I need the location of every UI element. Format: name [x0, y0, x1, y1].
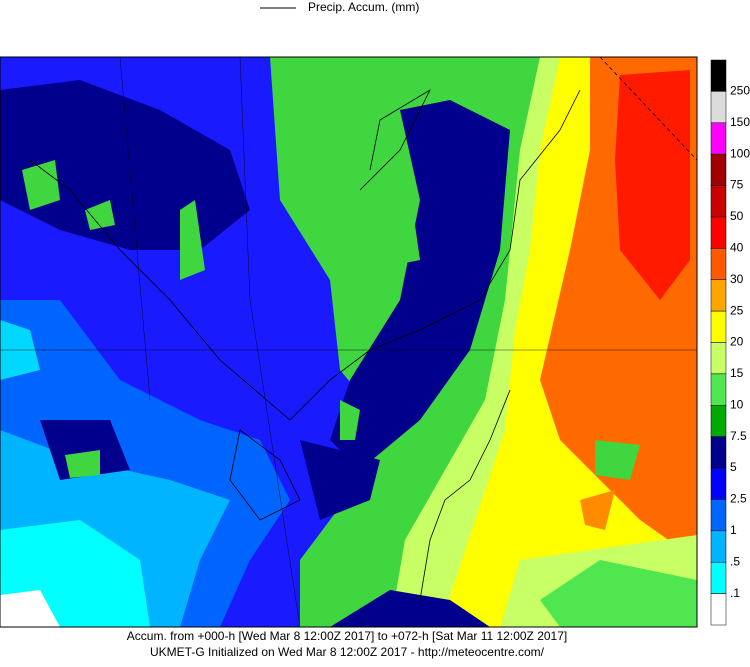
colorbar-label: 50 [730, 209, 744, 223]
border [0, 57, 697, 627]
colorbar-swatch [710, 436, 727, 469]
colorbar-swatch [710, 373, 727, 406]
map [0, 57, 697, 627]
colorbar-swatch [710, 342, 727, 375]
colorbar-swatch [710, 593, 727, 626]
colorbar-label: 1 [730, 523, 737, 537]
colorbar-label: 15 [730, 366, 744, 380]
colorbar-swatch [710, 561, 727, 594]
region [330, 100, 510, 470]
colorbar-swatch [710, 248, 727, 280]
region [22, 160, 60, 210]
coastline [359, 88, 431, 191]
region [65, 450, 100, 478]
coastline [29, 89, 581, 421]
colorbar-swatch [710, 467, 727, 500]
colorbar-label: 10 [730, 397, 744, 411]
region [580, 490, 615, 530]
colorbar-label: 100 [730, 146, 750, 160]
region [310, 110, 420, 270]
colorbar-swatch [710, 185, 727, 218]
legend-label: Precip. Accum. (mm) [308, 0, 419, 14]
colorbar-label: 250 [730, 84, 750, 98]
coastlines [0, 57, 697, 627]
region [540, 560, 697, 627]
region [330, 590, 490, 627]
coastline [419, 389, 511, 601]
colorbar-label: 150 [730, 115, 750, 129]
colorbar-swatch [710, 91, 727, 124]
colorbar-label: .5 [730, 554, 740, 568]
colorbar-label: 40 [730, 241, 744, 255]
region [595, 440, 640, 480]
colorbar: 250 150 100 75 50 40 30 25 20 15 10 7.5 5 2.5 1 .5 .1 [710, 59, 750, 626]
colorbar-swatch [710, 122, 727, 155]
colorbar-label: .1 [730, 586, 740, 600]
colorbar-swatch [710, 216, 727, 249]
region [85, 200, 115, 230]
footer-line: UKMET-G Initialized on Wed Mar 8 12:00Z … [150, 645, 545, 659]
colorbar-label: 75 [730, 178, 744, 192]
colorbar-swatch [710, 405, 727, 437]
footer-line: Accum. from +000-h [Wed Mar 8 12:00Z 201… [127, 629, 567, 643]
colorbar-swatch [710, 59, 727, 92]
colorbar-label: 30 [730, 272, 744, 286]
colorbar-swatch [710, 310, 727, 343]
region [0, 590, 60, 627]
colorbar-label: 20 [730, 335, 744, 349]
boundary [599, 57, 697, 161]
region [615, 70, 690, 300]
coastline [229, 429, 301, 521]
region [180, 200, 205, 280]
colorbar-label: 5 [730, 460, 737, 474]
region [340, 400, 360, 440]
colorbar-label: 2.5 [730, 492, 747, 506]
colorbar-swatch [710, 279, 727, 312]
colorbar-swatch [710, 530, 727, 563]
colorbar-label: 7.5 [730, 429, 747, 443]
region [300, 440, 380, 520]
colorbar-swatch [710, 499, 727, 532]
colorbar-label: 25 [730, 303, 744, 317]
colorbar-swatch [710, 153, 727, 186]
map-frame [0, 56, 698, 628]
region [40, 420, 130, 480]
